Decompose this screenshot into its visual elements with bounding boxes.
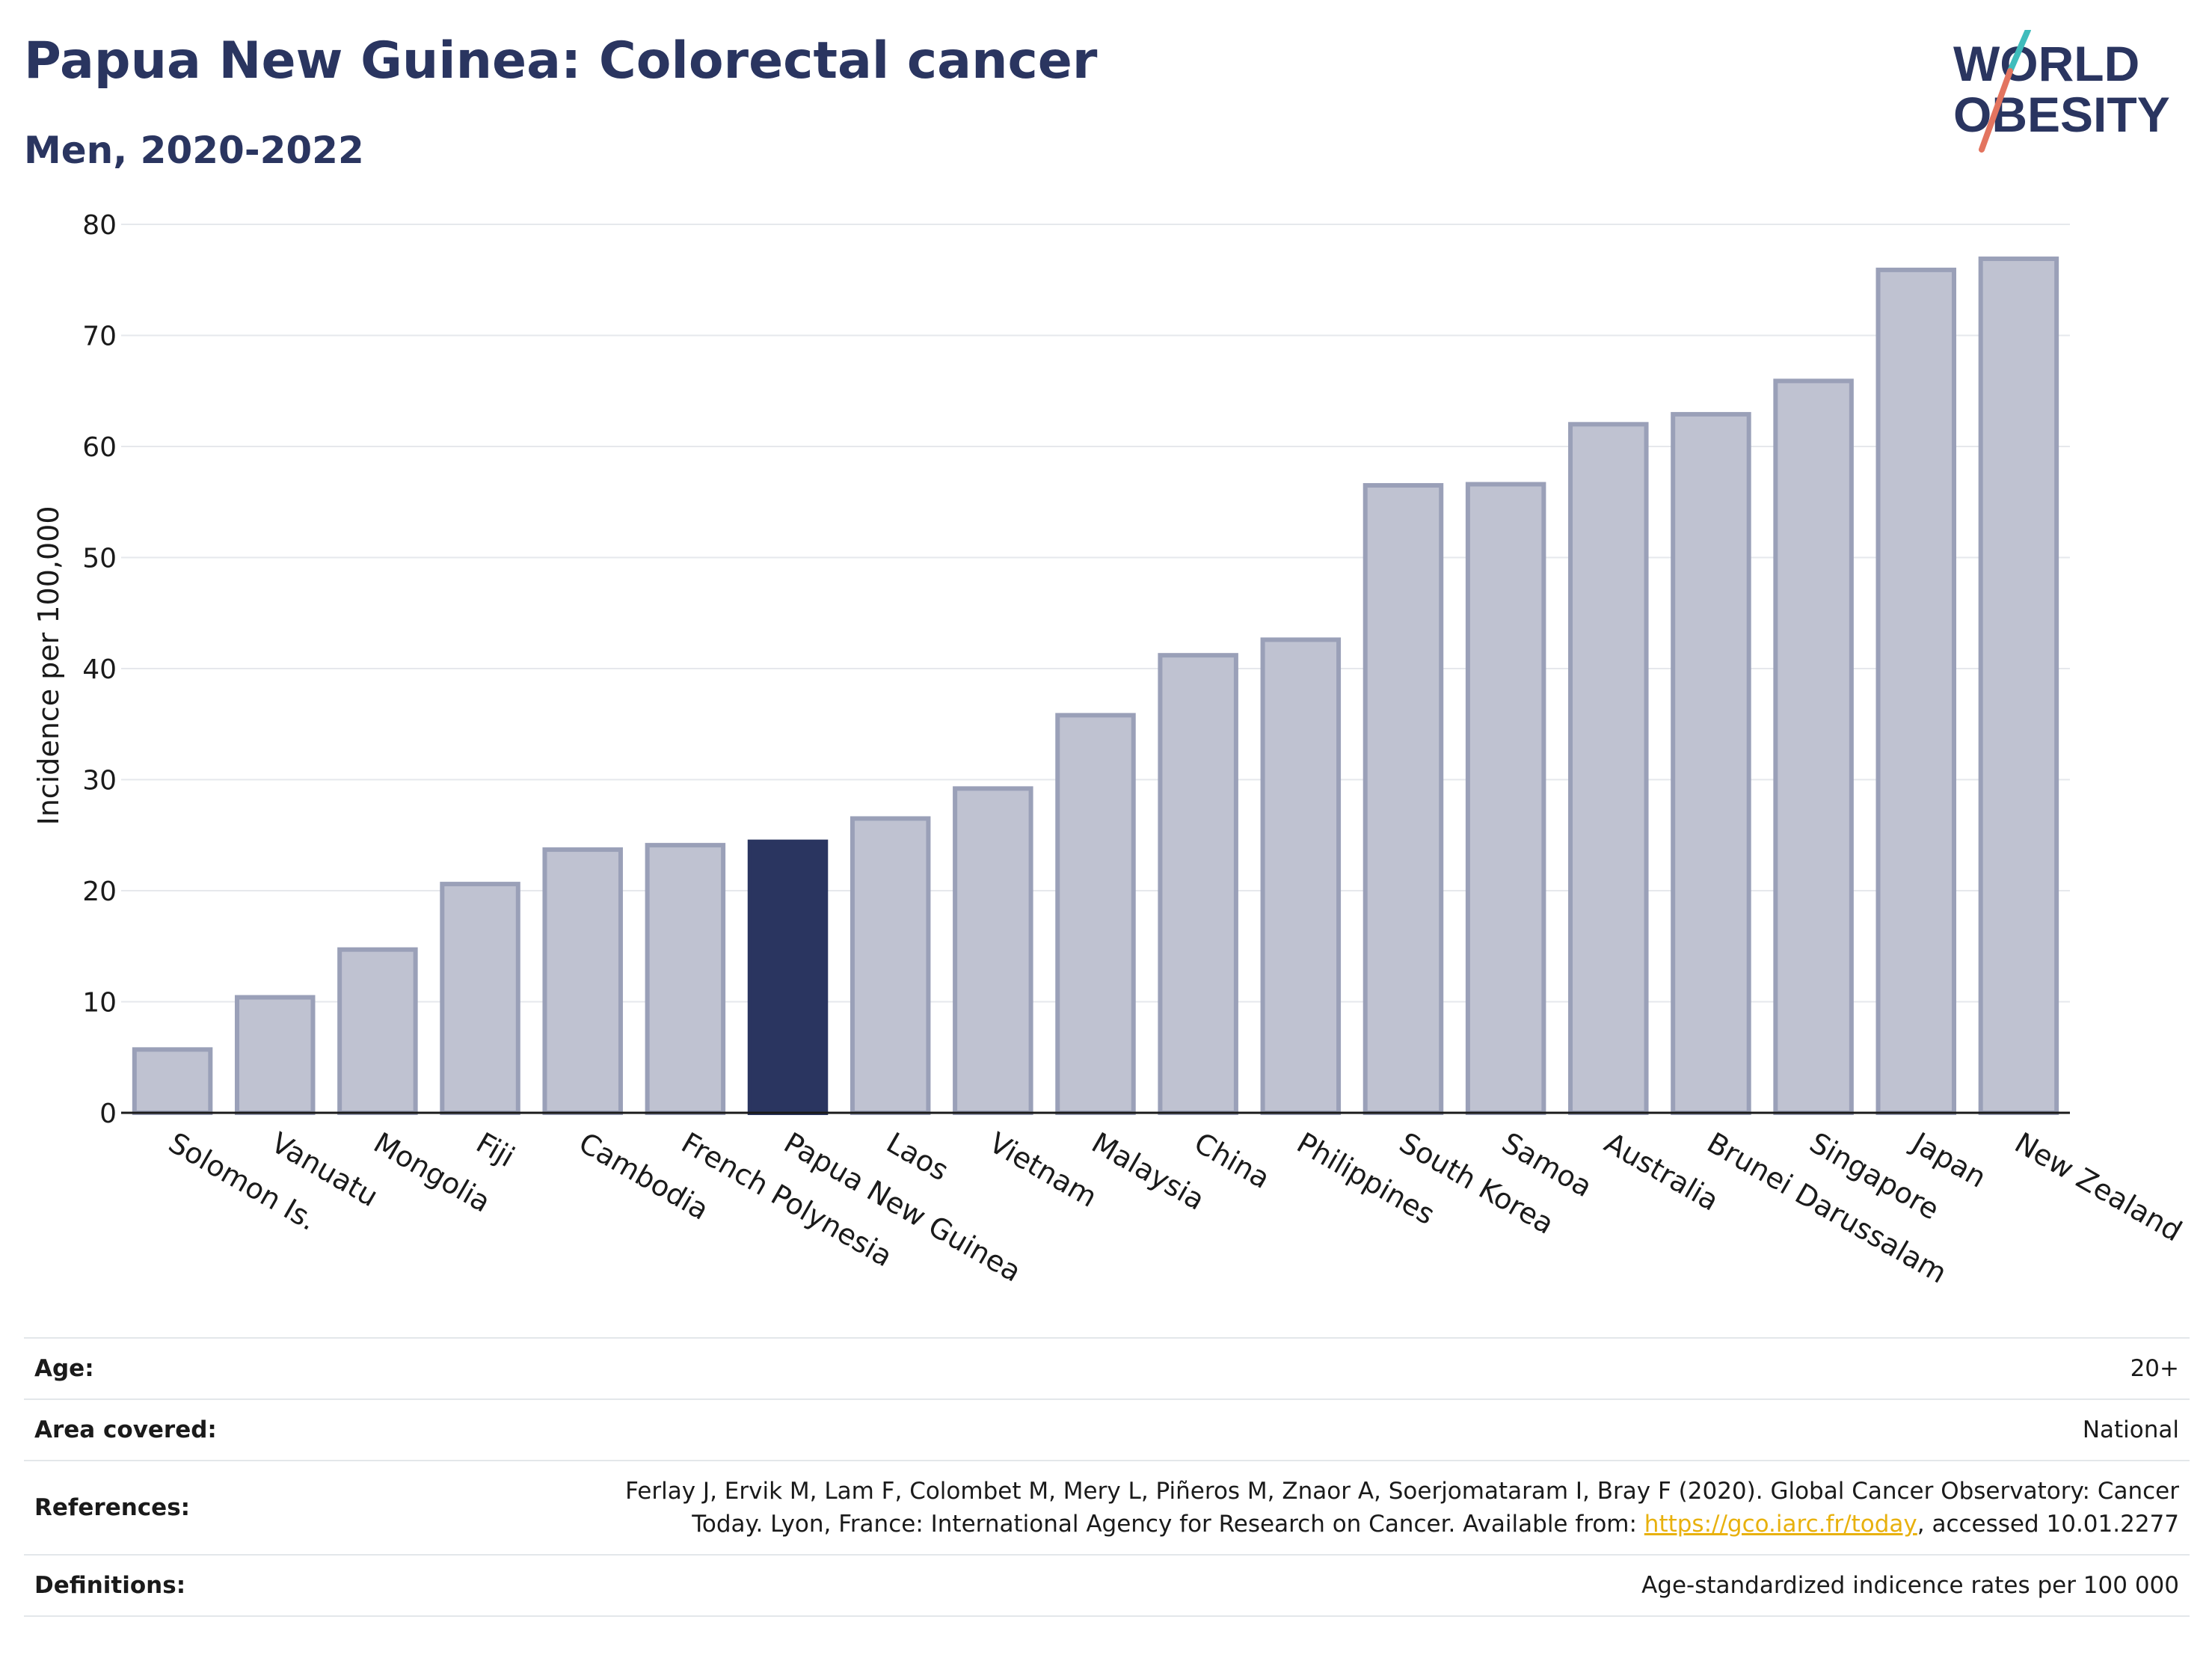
chart-subtitle: Men, 2020-2022 — [24, 129, 364, 172]
bar — [1568, 422, 1649, 1115]
bar-highlighted — [747, 839, 829, 1116]
y-tick-label: 20 — [82, 876, 117, 907]
y-axis-ticks: 0 10 20 30 40 50 60 70 80 — [82, 210, 117, 1129]
y-axis-label: Incidence per 100,000 — [32, 506, 65, 825]
bar — [1773, 378, 1854, 1115]
area-value: National — [2082, 1416, 2179, 1443]
x-tick-label: Laos — [881, 1126, 954, 1188]
logo-slash-red — [1979, 68, 2013, 153]
y-tick-label: 40 — [82, 654, 117, 685]
references-value: Ferlay J, Ervik M, Lam F, Colombet M, Me… — [625, 1475, 2190, 1541]
bar — [1362, 482, 1444, 1115]
bar — [850, 816, 931, 1115]
references-text-2b: , accessed 10.01.2277 — [1917, 1511, 2179, 1538]
world-obesity-logo: WORLD OBESITY — [1953, 30, 2170, 153]
x-tick-label: New Zealand — [2009, 1126, 2187, 1248]
y-tick-label: 0 — [99, 1099, 117, 1129]
info-row-age: Age: 20+ — [24, 1337, 2190, 1398]
bar — [542, 847, 623, 1116]
bar — [1465, 482, 1546, 1115]
bar — [645, 843, 726, 1115]
references-text-2a: Today. Lyon, France: International Agenc… — [692, 1511, 1644, 1538]
references-label: References: — [34, 1494, 191, 1521]
chart-title: Papua New Guinea: Colorectal cancer — [24, 31, 1098, 90]
x-tick-label: Vietnam — [983, 1126, 1102, 1214]
info-table: Age: 20+ Area covered: National Referenc… — [24, 1337, 2190, 1617]
y-tick-label: 80 — [82, 210, 117, 241]
bar — [440, 882, 520, 1115]
y-tick-label: 70 — [82, 322, 117, 352]
info-row-definitions: Definitions: Age-standardized indicence … — [24, 1554, 2190, 1617]
definitions-label: Definitions: — [34, 1572, 186, 1599]
bar — [1158, 653, 1238, 1115]
references-link[interactable]: https://gco.iarc.fr/today — [1644, 1511, 1917, 1538]
x-tick-label: Australia — [1599, 1126, 1724, 1218]
age-value: 20+ — [2130, 1355, 2179, 1382]
y-tick-label: 30 — [82, 766, 117, 796]
logo-text-world: WORLD — [1953, 36, 2139, 91]
references-text-1: Ferlay J, Ervik M, Lam F, Colombet M, Me… — [625, 1478, 2179, 1505]
y-tick-label: 50 — [82, 544, 117, 574]
bar — [1671, 411, 1751, 1115]
bar — [132, 1047, 213, 1115]
bar — [953, 786, 1033, 1115]
bar — [1260, 637, 1342, 1115]
x-tick-label: Fiji — [471, 1126, 520, 1173]
definitions-value: Age-standardized indicence rates per 100… — [1641, 1572, 2179, 1599]
bar — [1875, 267, 1957, 1115]
bar — [1055, 713, 1136, 1115]
y-tick-label: 60 — [82, 432, 117, 463]
logo-slash-teal — [2007, 30, 2031, 74]
bar — [1978, 257, 2059, 1115]
x-tick-label: Malaysia — [1087, 1126, 1211, 1217]
age-label: Age: — [34, 1355, 94, 1382]
x-tick-label: Mongolia — [368, 1126, 496, 1219]
area-label: Area covered: — [34, 1416, 217, 1443]
info-row-references: References: Ferlay J, Ervik M, Lam F, Co… — [24, 1460, 2190, 1554]
y-tick-label: 10 — [82, 988, 117, 1019]
bar — [234, 995, 316, 1116]
bar — [337, 947, 418, 1115]
info-row-area: Area covered: National — [24, 1398, 2190, 1460]
bars — [132, 257, 2059, 1116]
